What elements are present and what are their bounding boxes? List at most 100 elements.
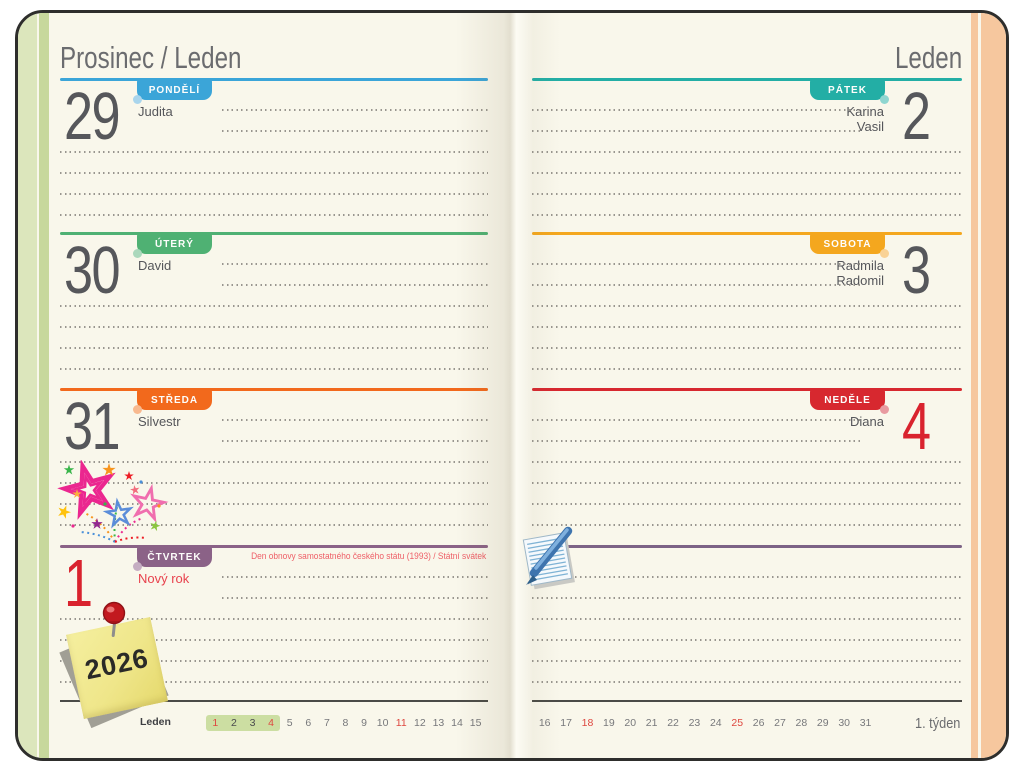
left-page: Prosinec / Leden 29 PONDĚLÍ Judita 30 ÚT… <box>60 13 488 758</box>
notes-dotted-line <box>532 347 962 349</box>
day-number: 29 <box>64 79 121 154</box>
day-number: 2 <box>902 79 931 154</box>
notes-dotted-line <box>532 151 962 153</box>
notes-dotted-line <box>532 193 962 195</box>
notes-dotted-line <box>222 109 488 111</box>
weekday-tab-label: PONDĚLÍ <box>148 84 201 96</box>
holiday-note: Den obnovy samostatného českého státu (1… <box>250 551 486 562</box>
weekday-tab: STŘEDA <box>133 390 212 414</box>
weekday-tab-label: NEDĚLE <box>824 394 871 406</box>
tab-dot <box>880 405 889 414</box>
notes-dotted-line <box>60 618 488 620</box>
notes-dotted-line <box>222 440 488 442</box>
day-divider-line <box>532 388 962 391</box>
day-divider-line <box>60 78 488 81</box>
notes-dotted-line <box>532 326 962 328</box>
tab-dot <box>133 562 142 571</box>
mini-calendar-day: 17 <box>560 717 572 729</box>
notes-dotted-line <box>532 172 962 174</box>
mini-calendar-day: 21 <box>645 717 658 729</box>
day-number: 4 <box>902 389 931 464</box>
day-block-monday-29: 29 PONDĚLÍ Judita <box>60 78 488 234</box>
notes-dotted-line <box>60 214 488 216</box>
day-block-saturday-3: 3 SOBOTA Radmila Radomil <box>532 232 962 388</box>
mini-calendar-day: 5 <box>286 717 293 729</box>
nameday-label: Judita <box>138 104 173 119</box>
notes-dotted-line <box>60 503 488 505</box>
notes-dotted-line <box>222 130 488 132</box>
mini-calendar-day: 10 <box>376 717 389 729</box>
mini-calendar-day: 3 <box>243 715 262 731</box>
week-number-label: 1. týden <box>914 715 960 732</box>
notes-dotted-line <box>532 639 962 641</box>
day-block-tuesday-30: 30 ÚTERÝ David <box>60 232 488 388</box>
notes-dotted-line <box>222 263 488 265</box>
notes-dotted-line <box>222 284 488 286</box>
tab-dot <box>880 95 889 104</box>
day-block-thursday-1: 1 ČTVRTEK Nový rok Den obnovy samostatné… <box>60 545 488 701</box>
bottom-divider-line <box>532 700 962 702</box>
mini-calendar-day: 2 <box>224 715 244 731</box>
planner-book: Prosinec / Leden 29 PONDĚLÍ Judita 30 ÚT… <box>15 10 1009 761</box>
notes-dotted-line <box>60 305 488 307</box>
mini-calendar-day: 30 <box>838 717 850 729</box>
mini-calendar-day: 4 <box>261 715 281 731</box>
notes-dotted-line <box>222 576 488 578</box>
notes-dotted-line <box>532 524 962 526</box>
weekday-tab-label: PÁTEK <box>828 84 867 96</box>
nameday-label: Karina <box>846 104 884 119</box>
mini-calendar-day: 9 <box>361 717 367 729</box>
day-block-sunday-4: 4 NEDĚLE Diana <box>532 388 962 544</box>
mini-calendar-days-right: 16 17 18 19 20 21 22 23 24 25 26 27 28 29 30 31 <box>534 714 876 732</box>
day-divider-line <box>60 545 488 548</box>
stars-sticker <box>55 460 168 543</box>
day-number: 1 <box>64 546 93 621</box>
tab-dot <box>880 249 889 258</box>
notes-section <box>532 545 962 701</box>
page-title: Leden <box>894 40 962 75</box>
nameday-label: Nový rok <box>138 571 190 586</box>
notes-dotted-line <box>60 660 488 662</box>
notes-dotted-line <box>532 284 862 286</box>
notes-dotted-line <box>60 639 488 641</box>
tab-dot <box>133 249 142 258</box>
notes-dotted-line <box>60 461 488 463</box>
weekday-tab-label: ÚTERÝ <box>155 238 194 250</box>
page-title: Prosinec / Leden <box>60 40 242 75</box>
notes-dotted-line <box>60 482 488 484</box>
notes-dotted-line <box>60 326 488 328</box>
mini-calendar-day: 14 <box>451 717 463 729</box>
notes-dotted-line <box>532 660 962 662</box>
notes-dotted-line <box>532 109 862 111</box>
notes-dotted-line <box>60 193 488 195</box>
notes-dotted-line <box>532 263 862 265</box>
day-divider-line <box>60 388 488 391</box>
nameday-label: Diana <box>850 414 884 429</box>
mini-calendar-day: 23 <box>688 717 701 729</box>
notes-dotted-line <box>222 419 488 421</box>
mini-calendar-day: 24 <box>709 717 722 729</box>
mini-calendar-month-label: Leden <box>140 716 171 728</box>
right-edge-stripe <box>971 13 978 758</box>
notes-dotted-line <box>60 172 488 174</box>
weekday-tab-label: SOBOTA <box>823 238 872 250</box>
weekday-tab: PONDĚLÍ <box>133 80 212 104</box>
notes-dotted-line <box>60 524 488 526</box>
notes-dotted-line <box>532 440 862 442</box>
weekday-tab: PÁTEK <box>810 80 889 104</box>
notes-dotted-line <box>60 681 488 683</box>
notes-dotted-line <box>532 461 962 463</box>
notes-dotted-line <box>532 419 862 421</box>
notes-dotted-line <box>532 503 962 505</box>
day-number: 3 <box>902 233 931 308</box>
notes-dotted-line <box>532 576 962 578</box>
notes-dotted-line <box>532 305 962 307</box>
day-number: 31 <box>64 389 121 464</box>
mini-calendar-day: 28 <box>795 717 808 729</box>
notes-dotted-line <box>532 597 962 599</box>
day-divider-line <box>532 232 962 235</box>
mini-calendar-day: 7 <box>323 717 330 729</box>
notes-divider-line <box>532 545 962 548</box>
notes-dotted-line <box>60 347 488 349</box>
mini-calendar-day: 6 <box>305 717 312 729</box>
